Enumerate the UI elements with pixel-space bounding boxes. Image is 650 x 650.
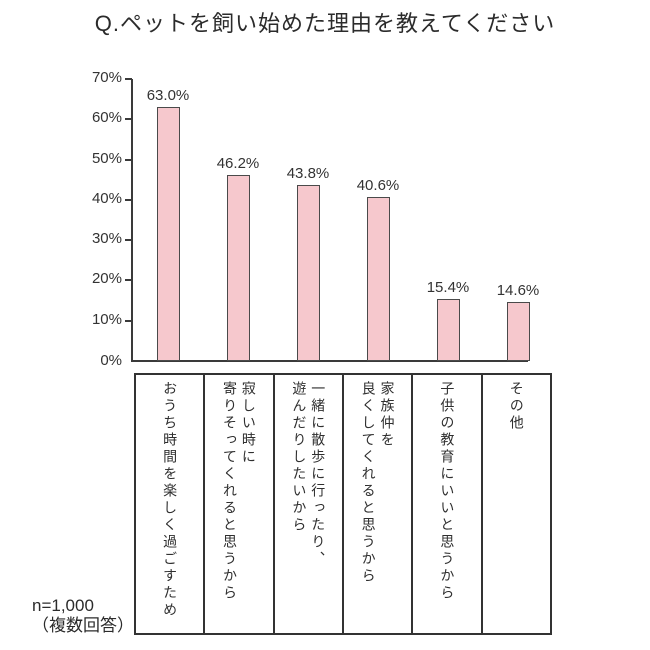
category-cell: 子供の教育にいいと思うから: [411, 375, 480, 633]
bar-value-label: 46.2%: [216, 154, 260, 172]
y-tick-label: 10%: [91, 310, 122, 328]
bar: [506, 302, 530, 361]
y-tick: [125, 239, 132, 242]
category-label: おうち時間を楽しく過ごすため: [162, 381, 179, 619]
bar: [436, 299, 460, 361]
bar-column: 63.0%: [133, 79, 203, 361]
y-tick-label: 0%: [100, 352, 122, 369]
category-label: その他: [508, 381, 525, 432]
multiple-answers-line: （複数回答）: [32, 616, 134, 635]
bar-column: 46.2%: [203, 79, 273, 361]
y-tick-label: 30%: [91, 230, 122, 248]
bar-column: 15.4%: [413, 79, 483, 361]
y-tick: [125, 78, 132, 80]
bar-column: 43.8%: [273, 79, 343, 361]
bar-value-label: 40.6%: [356, 177, 400, 195]
y-tick: [125, 319, 132, 322]
bar-column: 40.6%: [343, 79, 413, 361]
category-cell: 寂しい時に 寄りそってくれると思うから: [203, 375, 272, 633]
bar: [226, 174, 250, 361]
sample-size-note: n=1,000 （複数回答）: [32, 596, 134, 636]
y-tick-label: 70%: [91, 69, 122, 86]
bar-value-label: 15.4%: [426, 279, 470, 296]
bar: [366, 197, 390, 361]
y-tick: [125, 118, 132, 121]
y-tick: [125, 198, 132, 201]
y-axis-line: [131, 79, 133, 362]
y-tick: [125, 158, 132, 161]
category-label: 子供の教育にいいと思うから: [439, 381, 456, 602]
sample-size-line: n=1,000: [32, 596, 94, 615]
category-label: 一緒に散歩に行ったり、 遊んだりしたいから: [291, 381, 327, 568]
category-label: 家族仲を 良くしてくれると思うから: [360, 381, 396, 585]
bar-value-label: 63.0%: [146, 87, 190, 105]
x-axis-line: [131, 360, 528, 362]
bar-value-label: 43.8%: [286, 164, 330, 182]
category-label: 寂しい時に 寄りそってくれると思うから: [221, 381, 257, 602]
y-tick-label: 60%: [91, 109, 122, 127]
bar-value-label: 14.6%: [496, 282, 540, 300]
y-tick-label: 40%: [91, 189, 122, 207]
category-cell: おうち時間を楽しく過ごすため: [136, 375, 203, 633]
category-cell: 一緒に散歩に行ったり、 遊んだりしたいから: [272, 375, 342, 633]
category-cell: その他: [480, 375, 550, 633]
bar-column: 14.6%: [483, 79, 553, 361]
chart-title: Q.ペットを飼い始めた理由を教えてください: [94, 11, 556, 36]
y-tick-label: 50%: [91, 149, 122, 167]
y-tick-label: 20%: [91, 270, 122, 288]
category-cell: 家族仲を 良くしてくれると思うから: [341, 375, 411, 633]
bar: [296, 184, 320, 361]
category-table: おうち時間を楽しく過ごすため 寂しい時に 寄りそってくれると思うから 一緒に散歩…: [134, 373, 552, 635]
y-tick: [125, 279, 132, 282]
bar: [156, 107, 180, 361]
